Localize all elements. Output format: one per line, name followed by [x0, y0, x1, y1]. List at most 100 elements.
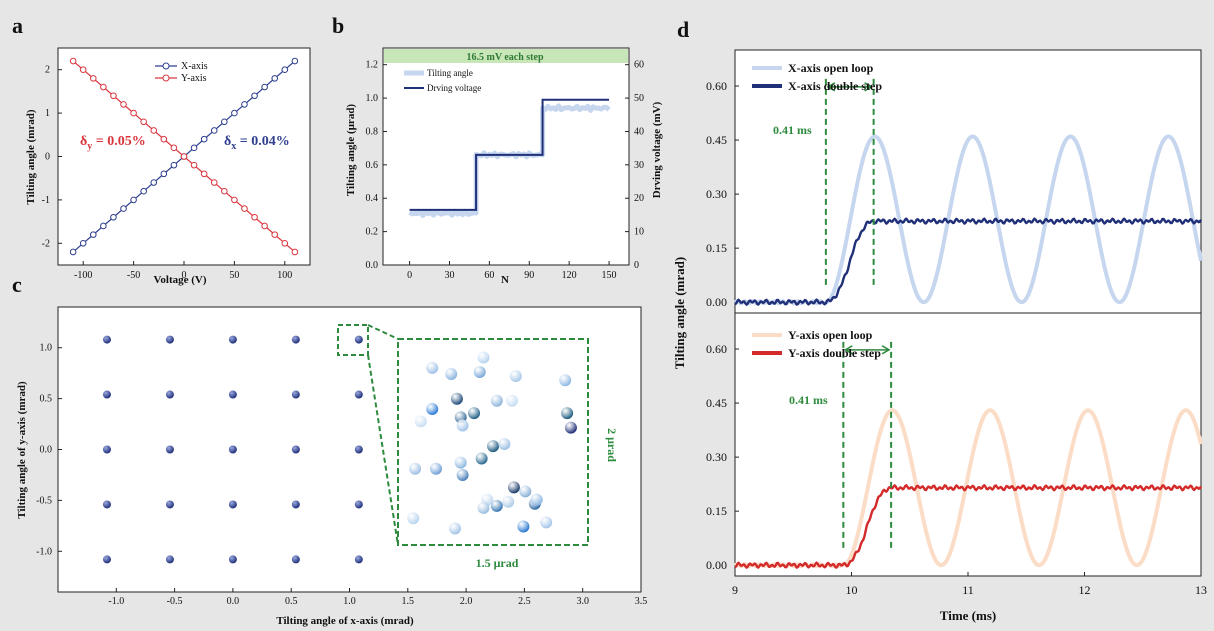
panel-c-xtick-label: 0.5	[285, 596, 298, 607]
panel-c-xtick-label: 1.0	[343, 596, 356, 607]
panel-b-ylabel-right: Drving voltage (mV)	[651, 101, 663, 198]
panel-d-bottom-double-step-line	[734, 484, 1203, 569]
legend-y-double-step-label: Y-axis double step	[788, 346, 881, 360]
series-x-axis-point	[281, 66, 289, 73]
inset-point	[450, 392, 463, 405]
panel-d-xtick-label: 11	[962, 583, 974, 597]
grid-point	[102, 335, 111, 344]
panel-a-xtick-label: 50	[229, 270, 239, 281]
panel-b-ytick-label: 0.4	[366, 193, 379, 204]
panel-b-banner-text: 16.5 mV each step	[466, 52, 543, 63]
panel-c-chart: -1.0 -0.5 0.0 0.5 1.0 1.5 2.0 2.5 3.0 3.5 -1.0 -0.5…	[16, 306, 647, 627]
inset-point	[561, 407, 574, 420]
panel-b-xtick-label: 30	[444, 270, 454, 281]
inset-point	[564, 421, 577, 434]
grid-point	[228, 335, 237, 344]
grid-point	[354, 555, 363, 564]
zoom-connector-bottom	[367, 354, 399, 546]
panel-b-xtick-label: 150	[602, 270, 617, 281]
series-y-axis-point	[251, 213, 258, 221]
inset-point	[490, 394, 503, 407]
inset-point	[477, 501, 490, 514]
panel-b-ytick-right-label: 10	[634, 227, 644, 238]
zoom-connector-top	[367, 324, 399, 340]
series-x-axis-point	[251, 92, 258, 100]
inset-point	[517, 520, 530, 533]
bottom-rise-time-annotation: 0.41 ms	[789, 393, 828, 407]
panel-d-bottom-ytick-label: 0.15	[706, 504, 727, 518]
grid-point	[354, 445, 363, 454]
panel-b-ytick-label: 0.8	[366, 126, 379, 137]
series-y-axis-point	[79, 66, 87, 73]
panel-b-ytick-right-label: 60	[634, 60, 644, 71]
panel-d-chart: 0.00 0.15 0.30 0.45 0.60 0.00 0.15 0.30 0.45 0.60…	[672, 49, 1207, 623]
inset-point	[540, 516, 553, 529]
grid-point	[102, 555, 111, 564]
panel-d-top-ytick-label: 0.60	[706, 79, 727, 93]
panel-c-ytick-label: -0.5	[36, 495, 52, 506]
inset-point	[407, 512, 420, 525]
panel-c-ytick-label: 1.0	[40, 343, 53, 354]
panel-d-bottom-ytick-label: 0.45	[706, 396, 727, 410]
series-x-axis-point	[79, 240, 87, 247]
inset-point	[490, 499, 503, 512]
panel-d-top-arrow-head-right	[864, 82, 874, 92]
series-y-axis-point	[210, 179, 218, 186]
inset-point	[477, 351, 490, 364]
series-x-axis-point	[190, 144, 198, 152]
inset-point	[456, 468, 469, 481]
panel-d-bottom-arrow-head-right	[881, 345, 891, 355]
panel-d-top-frame	[734, 49, 1202, 314]
series-y-axis-point	[150, 127, 158, 134]
grid-point	[291, 555, 300, 564]
driving-voltage-line	[409, 98, 610, 211]
panel-letter-d: d	[677, 17, 689, 42]
series-y-axis-point	[69, 57, 77, 65]
series-x-axis-point	[231, 109, 238, 117]
panel-letter-b: b	[332, 13, 344, 38]
grid-point	[165, 500, 174, 509]
grid-point	[291, 390, 300, 399]
series-y-axis-point	[140, 118, 147, 126]
legend-tilting-angle-label: Tilting angle	[427, 68, 473, 78]
delta-y-annotation: δy = 0.05%	[80, 134, 146, 152]
panel-a-chart: -100 -50 0 50 100 -2 -1 0 1 2 X-axis Y-axis δy = …	[25, 47, 311, 286]
inset-point	[507, 481, 520, 494]
grid-point	[291, 335, 300, 344]
panel-d-top-arrow-head-left	[826, 82, 836, 92]
inset-point	[475, 452, 488, 465]
grid-point	[228, 390, 237, 399]
panel-c-xtick-label: 3.0	[576, 596, 589, 607]
panel-c-ylabel: Tilting angle of y-axis (mrad)	[16, 381, 28, 519]
grid-point	[354, 500, 363, 509]
panel-b-ytick-label: 0.0	[366, 260, 379, 271]
panel-a-ytick-label: -1	[42, 195, 50, 206]
legend-x-axis-marker	[162, 62, 170, 70]
series-y-axis-point	[160, 135, 168, 143]
series-y-axis-point	[190, 161, 198, 169]
series-x-axis-point	[200, 135, 208, 143]
grid-point	[165, 335, 174, 344]
inset-point	[414, 415, 427, 428]
series-x-axis-point	[140, 187, 147, 195]
series-y-axis-point	[200, 170, 208, 178]
delta-x-annotation: δx = 0.04%	[224, 134, 290, 152]
grid-point	[165, 390, 174, 399]
inset-point	[506, 394, 518, 407]
panel-b-banner	[384, 49, 628, 63]
panel-b-ytick-right-label: 50	[634, 93, 644, 104]
panel-d-top-ytick-label: 0.30	[706, 187, 727, 201]
panel-d-bottom-ytick-label: 0.00	[706, 558, 727, 572]
inset-point	[409, 462, 422, 475]
panel-a-xtick-label: -100	[74, 270, 92, 281]
series-y-axis-point	[130, 109, 137, 117]
panel-a-ytick-label: 2	[45, 65, 50, 76]
series-y-axis-point	[180, 153, 188, 160]
panel-a-xtick-label: -50	[127, 270, 140, 281]
grid-point	[291, 500, 300, 509]
inset-point	[530, 493, 543, 506]
panel-b-ytick-right-label: 0	[634, 260, 639, 271]
panel-b-ytick-right-label: 40	[634, 126, 644, 137]
grid-point	[228, 555, 237, 564]
legend-x-open-loop-label: X-axis open loop	[788, 61, 874, 75]
